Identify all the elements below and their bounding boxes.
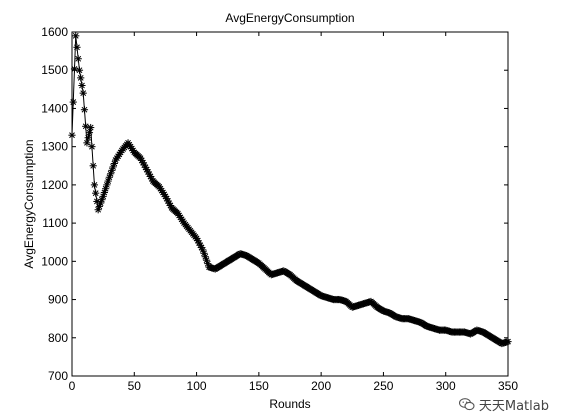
x-tick-label: 100 [187, 379, 207, 393]
data-point-marker [73, 43, 81, 51]
y-tick-label: 900 [48, 293, 68, 307]
data-point-marker [90, 181, 99, 189]
data-point-marker [201, 253, 209, 261]
x-tick-label: 350 [498, 379, 518, 393]
data-point-marker [74, 55, 82, 63]
data-point-marker [204, 260, 212, 268]
x-tick-label: 50 [128, 379, 142, 393]
data-point-marker [87, 123, 95, 132]
data-point-marker [75, 66, 84, 74]
data-point-marker [82, 122, 90, 130]
plot-area [68, 32, 512, 348]
data-point-marker [79, 89, 87, 97]
chart-title: AvgEnergyConsumption [225, 11, 354, 25]
data-point-marker [69, 98, 77, 106]
y-tick-label: 1500 [41, 63, 68, 77]
y-tick-label: 800 [48, 331, 68, 345]
data-point-marker [77, 74, 85, 82]
watermark: 天天Matlab [456, 395, 551, 414]
data-point-marker [92, 189, 100, 197]
y-tick-label: 1400 [41, 101, 68, 115]
axes-frame [71, 31, 509, 377]
data-point-marker [88, 143, 96, 151]
y-tick-label: 1200 [41, 178, 68, 192]
wechat-icon [458, 398, 475, 411]
data-point-marker [84, 134, 92, 142]
data-point-marker [85, 129, 94, 137]
data-point-marker [80, 106, 89, 114]
data-point-marker [83, 139, 91, 147]
x-tick-label: 250 [373, 379, 393, 393]
data-point-marker [72, 32, 80, 40]
watermark-text: 天天Matlab [478, 399, 549, 414]
y-tick-label: 1000 [41, 254, 68, 268]
y-axis: 700 800 900 1000 1100 1200 1300 1400 1500 1600 [41, 25, 508, 383]
data-point-marker [78, 81, 86, 90]
y-axis-label: AvgEnergyConsumption [22, 139, 36, 268]
x-axis-label: Rounds [269, 397, 310, 411]
data-point-marker [89, 162, 97, 170]
y-tick-label: 1300 [41, 140, 68, 154]
x-tick-label: 150 [249, 379, 269, 393]
y-tick-label: 1100 [42, 216, 68, 230]
x-tick-label: 200 [311, 379, 331, 393]
y-tick-label: 700 [48, 369, 68, 383]
x-axis: 0 50 100 150 200 250 300 350 [69, 32, 518, 393]
y-tick-label: 1600 [41, 25, 68, 39]
x-tick-label: 0 [69, 379, 76, 393]
x-tick-label: 300 [436, 379, 456, 393]
